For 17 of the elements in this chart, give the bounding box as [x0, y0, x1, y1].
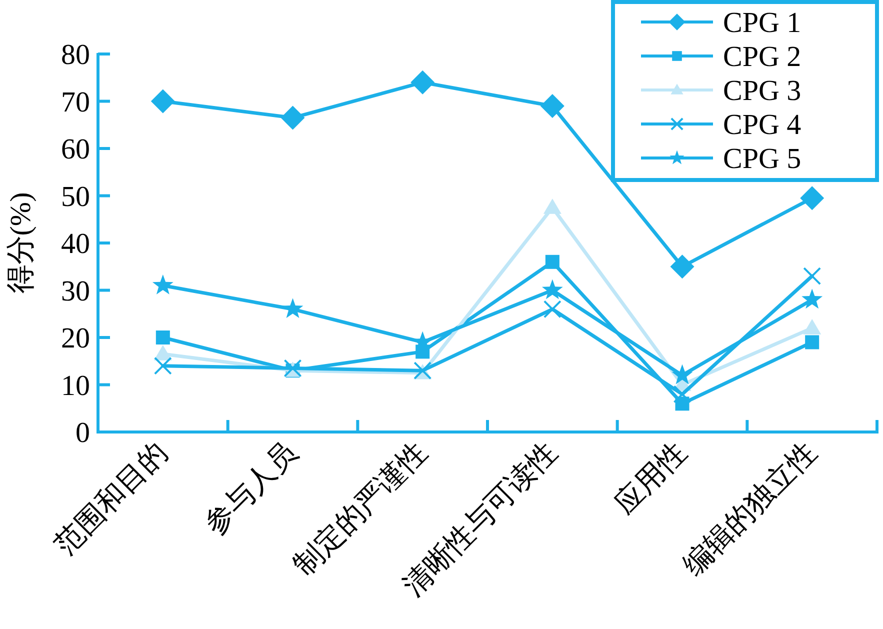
y-tick-label: 20 — [61, 322, 90, 354]
y-tick-label: 60 — [61, 134, 90, 166]
y-tick-label: 30 — [61, 275, 90, 308]
legend-label: CPG 5 — [723, 143, 802, 175]
x-tick-label: 参与人员 — [199, 436, 304, 541]
y-tick-label: 80 — [61, 39, 90, 71]
y-axis-title: 得分(%) — [5, 192, 37, 294]
legend-label: CPG 2 — [723, 41, 802, 73]
y-tick-label: 50 — [61, 180, 90, 213]
legend-label: CPG 1 — [723, 7, 802, 39]
y-tick-label: 40 — [61, 228, 90, 260]
x-tick-label: 应用性 — [609, 436, 694, 520]
legend-label: CPG 4 — [723, 109, 802, 141]
y-tick-label: 0 — [76, 417, 90, 449]
y-tick-label: 70 — [61, 86, 90, 118]
legend-label: CPG 3 — [723, 75, 802, 107]
y-tick-label: 10 — [61, 370, 90, 402]
